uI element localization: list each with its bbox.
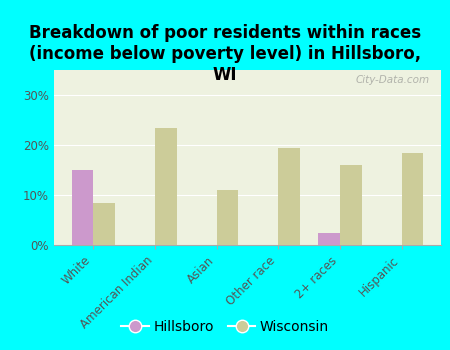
Text: City-Data.com: City-Data.com (355, 75, 429, 85)
Bar (340, 165, 362, 245)
Bar (402, 153, 423, 245)
Text: Breakdown of poor residents within races
(income below poverty level) in Hillsbo: Breakdown of poor residents within races… (29, 25, 421, 84)
Bar (93, 203, 115, 245)
Bar (279, 147, 300, 245)
Bar (72, 170, 93, 245)
Legend: Hillsboro, Wisconsin: Hillsboro, Wisconsin (116, 314, 334, 340)
Bar (155, 127, 176, 245)
Bar (319, 232, 340, 245)
Bar (216, 190, 238, 245)
